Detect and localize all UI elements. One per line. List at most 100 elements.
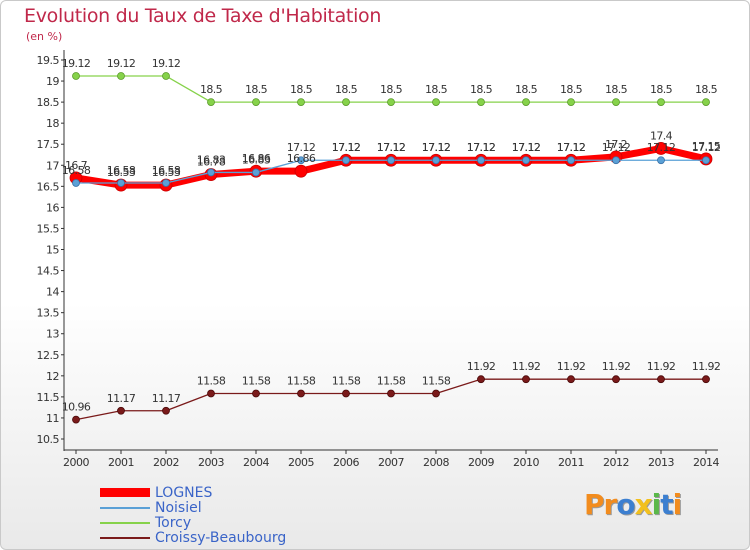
data-label: 16.78 bbox=[197, 156, 226, 169]
legend-swatch-lognes bbox=[100, 488, 150, 497]
data-point bbox=[657, 375, 665, 384]
data-point bbox=[702, 375, 710, 384]
data-label: 19.12 bbox=[62, 57, 91, 70]
data-label: 16.86 bbox=[242, 152, 271, 165]
data-label: 18.5 bbox=[380, 83, 403, 96]
legend-item-lognes[interactable]: LOGNES bbox=[100, 486, 286, 501]
data-label: 17.4 bbox=[650, 129, 673, 142]
data-label: 11.92 bbox=[692, 360, 721, 373]
data-label: 16.7 bbox=[65, 159, 88, 172]
data-label: 17.12 bbox=[512, 141, 541, 154]
data-label: 18.5 bbox=[605, 83, 628, 96]
data-label: 11.58 bbox=[197, 375, 226, 388]
y-tick-label: 19 bbox=[46, 75, 59, 88]
data-label: 11.92 bbox=[512, 360, 541, 373]
legend-item-noisiel[interactable]: Noisiel bbox=[100, 501, 286, 516]
data-point bbox=[294, 164, 308, 178]
data-label: 11.58 bbox=[377, 375, 406, 388]
data-point bbox=[117, 72, 125, 80]
y-tick-label: 12 bbox=[46, 370, 59, 383]
data-label: 17.12 bbox=[467, 141, 496, 154]
data-point bbox=[567, 156, 575, 165]
data-label: 18.5 bbox=[200, 83, 223, 96]
data-label: 18.5 bbox=[425, 83, 448, 96]
data-point bbox=[297, 389, 305, 398]
logo-letter: t bbox=[660, 488, 673, 521]
data-label: 17.12 bbox=[602, 141, 631, 154]
data-point bbox=[162, 406, 170, 415]
data-point bbox=[477, 98, 485, 107]
data-label: 16.83 bbox=[197, 153, 226, 166]
data-label: 18.5 bbox=[560, 83, 583, 96]
legend-label-lognes: LOGNES bbox=[155, 485, 213, 501]
data-label: 17.12 bbox=[377, 141, 406, 154]
y-tick-label: 17 bbox=[46, 159, 59, 172]
data-point bbox=[612, 98, 620, 107]
x-tick-label: 2010 bbox=[513, 456, 539, 469]
chart-title: Evolution du Taux de Taxe d'Habitation bbox=[24, 5, 382, 27]
data-label: 11.17 bbox=[107, 392, 136, 405]
data-label: 18.5 bbox=[650, 83, 673, 96]
data-label: 16.53 bbox=[152, 166, 181, 179]
data-label: 11.58 bbox=[332, 375, 361, 388]
data-label: 18.5 bbox=[290, 83, 313, 96]
data-label: 16.83 bbox=[242, 153, 271, 166]
x-tick-label: 2004 bbox=[243, 456, 269, 469]
data-point bbox=[252, 389, 260, 398]
data-point bbox=[567, 375, 575, 384]
data-label: 17.12 bbox=[557, 141, 586, 154]
legend-swatch-noisiel bbox=[100, 507, 150, 509]
y-tick-label: 16.5 bbox=[37, 180, 60, 193]
data-label: 11.17 bbox=[152, 392, 181, 405]
data-label: 18.5 bbox=[335, 83, 358, 96]
data-point bbox=[432, 389, 440, 398]
x-tick-label: 2014 bbox=[693, 456, 719, 469]
data-point bbox=[297, 156, 305, 165]
data-point bbox=[522, 156, 530, 165]
legend-item-torcy[interactable]: Torcy bbox=[100, 516, 286, 531]
data-point bbox=[297, 98, 305, 107]
data-point bbox=[252, 98, 260, 107]
data-label: 17.12 bbox=[557, 141, 586, 154]
data-label: 17.12 bbox=[692, 141, 721, 154]
y-tick-label: 13 bbox=[46, 328, 59, 341]
x-tick-label: 2007 bbox=[378, 456, 404, 469]
x-tick-label: 2002 bbox=[153, 456, 179, 469]
y-tick-label: 15.5 bbox=[37, 222, 60, 235]
logo-letter: i bbox=[651, 488, 662, 521]
data-label: 17.15 bbox=[692, 140, 721, 153]
data-point bbox=[477, 156, 485, 165]
data-label: 19.12 bbox=[152, 57, 181, 70]
data-point bbox=[207, 98, 215, 107]
logo-letter: o bbox=[616, 488, 635, 521]
data-label: 10.96 bbox=[62, 401, 91, 414]
legend-item-croissy-beaubourg[interactable]: Croissy-Beaubourg bbox=[100, 531, 286, 546]
data-point bbox=[657, 156, 665, 165]
data-point bbox=[117, 406, 125, 415]
data-point bbox=[252, 168, 260, 177]
chart-subtitle: (en %) bbox=[26, 30, 63, 43]
legend-label-croissy-beaubourg: Croissy-Beaubourg bbox=[155, 530, 287, 546]
legend-swatch-torcy bbox=[100, 522, 150, 524]
data-label: 17.12 bbox=[377, 141, 406, 154]
data-point bbox=[117, 179, 125, 187]
proxiti-logo: Proxiti bbox=[584, 488, 682, 521]
data-label: 18.5 bbox=[245, 83, 268, 96]
data-point bbox=[207, 168, 215, 177]
x-tick-label: 2012 bbox=[603, 456, 629, 469]
data-label: 11.58 bbox=[287, 375, 316, 388]
data-point bbox=[522, 375, 530, 384]
legend-label-torcy: Torcy bbox=[155, 515, 192, 531]
data-point bbox=[162, 72, 170, 80]
data-label: 17.12 bbox=[422, 141, 451, 154]
y-tick-label: 18 bbox=[46, 117, 59, 130]
data-label: 18.5 bbox=[695, 83, 718, 96]
y-tick-label: 10.5 bbox=[37, 433, 60, 446]
y-tick-label: 14 bbox=[46, 286, 59, 299]
data-label: 18.5 bbox=[515, 83, 538, 96]
data-point bbox=[567, 98, 575, 107]
data-label: 11.58 bbox=[242, 375, 271, 388]
data-label: 19.12 bbox=[107, 57, 136, 70]
y-tick-label: 16 bbox=[46, 201, 59, 214]
